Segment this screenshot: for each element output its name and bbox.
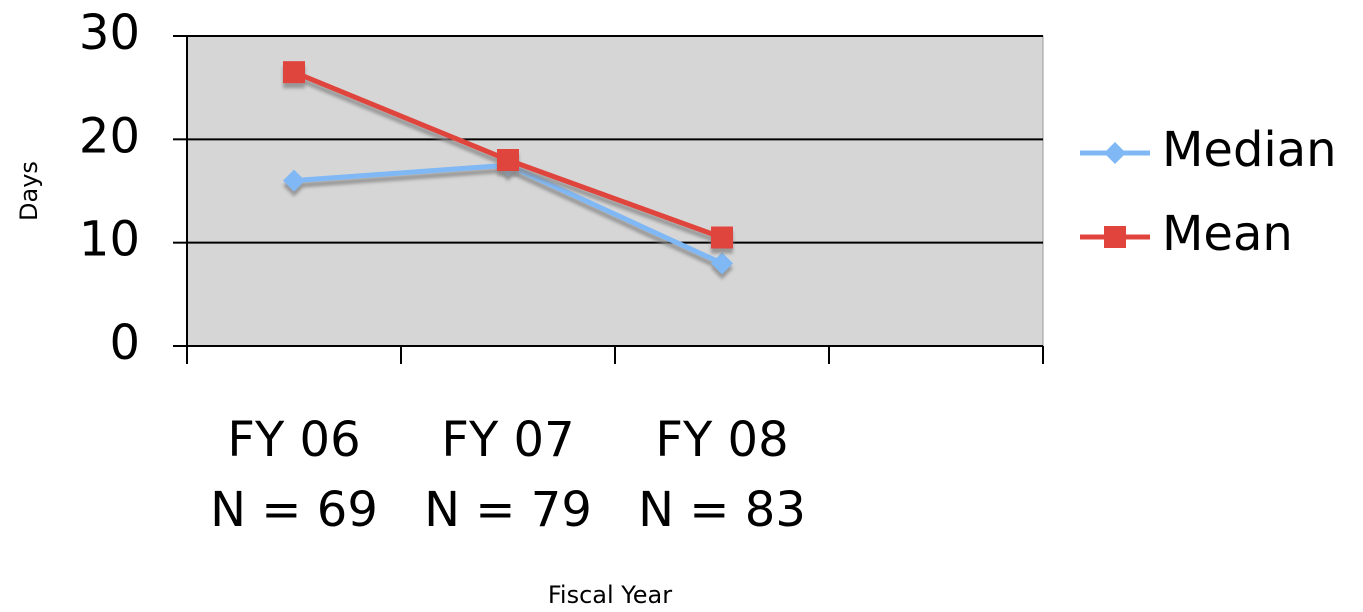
legend-marker xyxy=(1104,142,1126,164)
marker xyxy=(711,226,733,249)
x-axis-title: Fiscal Year xyxy=(548,581,672,609)
x-tick-label: FY 08 N = 83 xyxy=(638,412,806,538)
x-tick-label: FY 07 N = 79 xyxy=(424,412,592,538)
y-tick-label: 20 xyxy=(79,108,140,164)
x-tick-label: FY 06 N = 69 xyxy=(210,412,378,538)
legend-label: Median xyxy=(1162,122,1337,178)
series xyxy=(283,61,733,249)
y-tick-label: 0 xyxy=(109,315,140,371)
y-tick-label: 10 xyxy=(79,212,140,268)
y-tick-label: 30 xyxy=(79,5,140,61)
marker xyxy=(497,149,519,171)
marker xyxy=(283,169,305,192)
marker xyxy=(283,61,305,84)
legend-marker xyxy=(1104,226,1126,248)
marker xyxy=(711,252,733,275)
legend-label: Mean xyxy=(1162,206,1293,262)
y-axis-title: Days xyxy=(15,161,43,221)
